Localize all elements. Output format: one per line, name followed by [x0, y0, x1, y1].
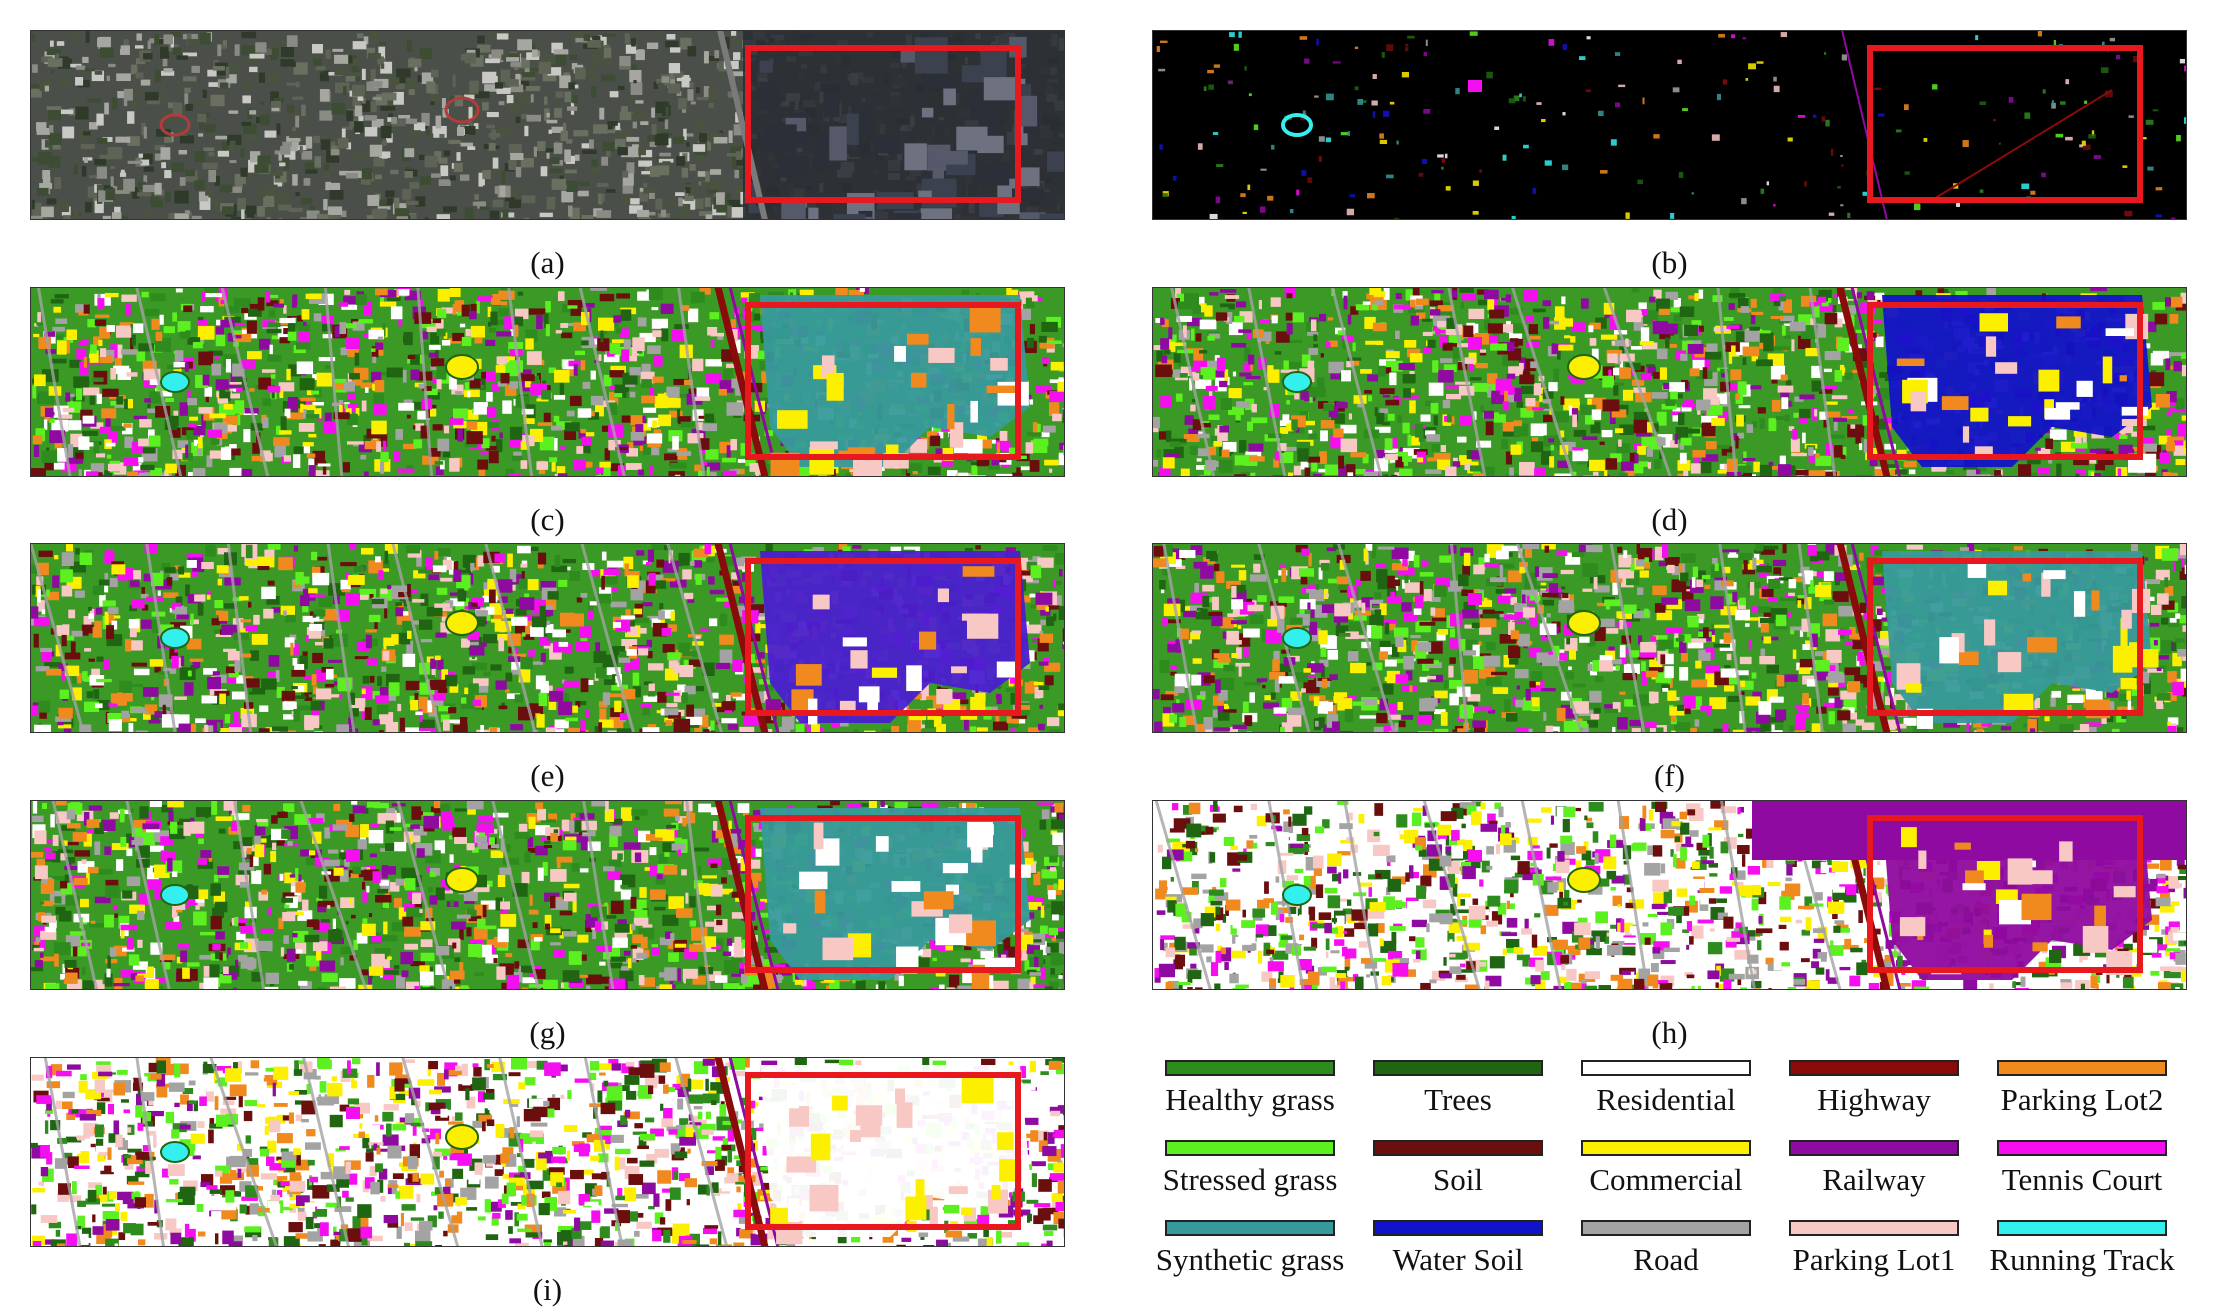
panel-h-caption: (h) — [1570, 1015, 1770, 1051]
panel-b — [1152, 30, 2187, 220]
legend-swatch — [1373, 1220, 1543, 1236]
legend-swatch — [1373, 1140, 1543, 1156]
panel-f-image — [1152, 543, 2187, 733]
panel-a-image — [30, 30, 1065, 220]
legend-swatch — [1165, 1060, 1335, 1076]
panel-g-content — [30, 800, 1065, 990]
legend-label: Residential — [1546, 1082, 1786, 1118]
legend-label: Highway — [1754, 1082, 1994, 1118]
legend-swatch — [1165, 1220, 1335, 1236]
panel-i-content — [30, 1057, 1065, 1247]
legend-swatch — [1581, 1140, 1751, 1156]
legend-swatch — [1997, 1220, 2167, 1236]
panel-a — [30, 30, 1065, 220]
panel-e-image — [30, 543, 1065, 733]
panel-d-image — [1152, 287, 2187, 477]
legend-label: Running Track — [1962, 1242, 2202, 1278]
panel-i — [30, 1057, 1065, 1247]
panel-b-caption: (b) — [1570, 245, 1770, 281]
panel-e-caption: (e) — [448, 758, 648, 794]
panel-b-content — [1152, 30, 2187, 220]
panel-c — [30, 287, 1065, 477]
legend-swatch — [1373, 1060, 1543, 1076]
legend-label: Trees — [1338, 1082, 1578, 1118]
legend-label: Parking Lot2 — [1962, 1082, 2202, 1118]
panel-h — [1152, 800, 2187, 990]
legend-label: Stressed grass — [1130, 1162, 1370, 1198]
panel-e — [30, 543, 1065, 733]
legend-label: Commercial — [1546, 1162, 1786, 1198]
legend-label: Railway — [1754, 1162, 1994, 1198]
panel-d — [1152, 287, 2187, 477]
legend-label: Synthetic grass — [1130, 1242, 1370, 1278]
panel-h-image — [1152, 800, 2187, 990]
panel-d-content — [1152, 287, 2187, 477]
legend-label: Parking Lot1 — [1754, 1242, 1994, 1278]
panel-c-content — [30, 287, 1065, 477]
panel-h-content — [1152, 800, 2187, 990]
panel-a-content — [30, 30, 1065, 220]
panel-i-caption: (i) — [448, 1272, 648, 1308]
legend-swatch — [1581, 1060, 1751, 1076]
legend-label: Soil — [1338, 1162, 1578, 1198]
panel-g-image — [30, 800, 1065, 990]
panel-a-caption: (a) — [448, 245, 648, 281]
panel-g — [30, 800, 1065, 990]
legend-swatch — [1789, 1140, 1959, 1156]
legend-swatch — [1789, 1220, 1959, 1236]
legend-swatch — [1997, 1060, 2167, 1076]
panel-d-caption: (d) — [1570, 502, 1770, 538]
panel-f-caption: (f) — [1570, 758, 1770, 794]
panel-i-image — [30, 1057, 1065, 1247]
legend-label: Water Soil — [1338, 1242, 1578, 1278]
legend-swatch — [1165, 1140, 1335, 1156]
panel-b-image — [1152, 30, 2187, 220]
panel-c-image — [30, 287, 1065, 477]
legend-swatch — [1581, 1220, 1751, 1236]
panel-f-content — [1152, 543, 2187, 733]
legend-label: Tennis Court — [1962, 1162, 2202, 1198]
panel-e-content — [30, 543, 1065, 733]
legend-swatch — [1789, 1060, 1959, 1076]
panel-g-caption: (g) — [448, 1015, 648, 1051]
legend-label: Healthy grass — [1130, 1082, 1370, 1118]
panel-c-caption: (c) — [448, 502, 648, 538]
panel-f — [1152, 543, 2187, 733]
legend-label: Road — [1546, 1242, 1786, 1278]
legend-swatch — [1997, 1140, 2167, 1156]
